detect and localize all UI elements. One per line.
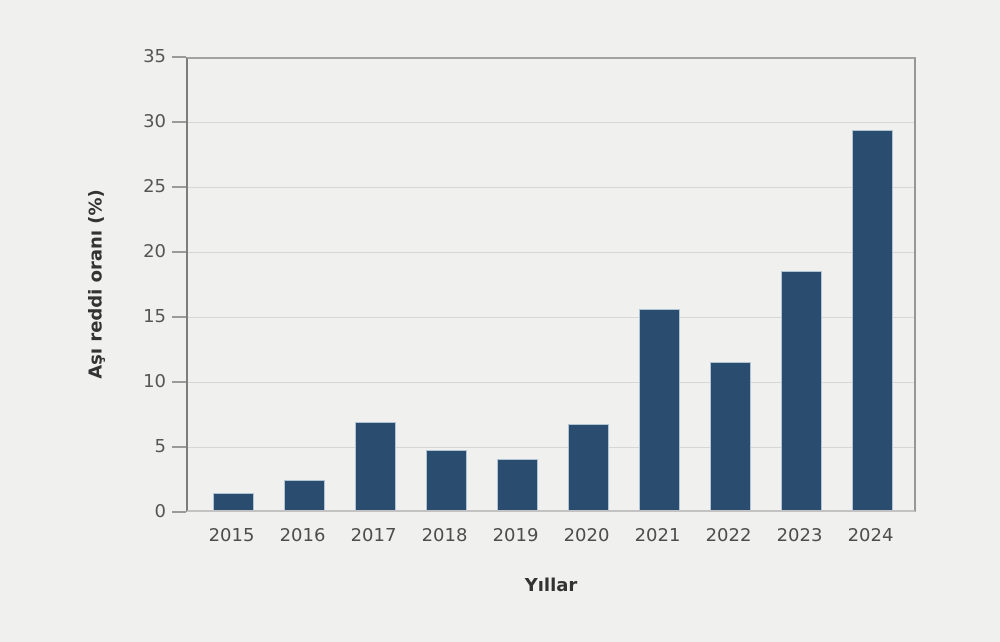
gridline-y-20 — [188, 252, 914, 253]
gridline-y-15 — [188, 317, 914, 318]
y-tick-label-15: 15 — [143, 306, 166, 327]
y-tick-mark-5 — [172, 446, 186, 448]
bar-2023 — [780, 270, 823, 510]
bar-2020 — [567, 424, 610, 510]
y-tick-mark-30 — [172, 121, 186, 123]
x-tick-label-2022: 2022 — [705, 525, 752, 546]
x-tick-label-2021: 2021 — [634, 525, 681, 546]
gridline-y-5 — [188, 447, 914, 448]
gridline-y-30 — [188, 122, 914, 123]
x-tick-label-2015: 2015 — [208, 525, 255, 546]
bar-2015 — [212, 493, 255, 510]
bar-2017 — [354, 421, 397, 510]
y-tick-mark-0 — [172, 511, 186, 513]
gridline-y-25 — [188, 187, 914, 188]
bar-2016 — [283, 480, 326, 510]
y-axis-title: Aşı reddi oranı (%) — [85, 189, 107, 379]
x-tick-label-2016: 2016 — [279, 525, 326, 546]
x-tick-label-2020: 2020 — [563, 525, 610, 546]
plot-area — [186, 57, 916, 512]
x-tick-label-2023: 2023 — [776, 525, 823, 546]
x-tick-label-2017: 2017 — [350, 525, 397, 546]
y-tick-mark-15 — [172, 316, 186, 318]
bar-2022 — [709, 361, 752, 510]
y-tick-mark-25 — [172, 186, 186, 188]
gridline-y-10 — [188, 382, 914, 383]
bar-2024 — [851, 130, 894, 510]
x-tick-label-2018: 2018 — [421, 525, 468, 546]
y-tick-label-35: 35 — [143, 46, 166, 67]
y-tick-label-0: 0 — [154, 501, 166, 522]
bar-2019 — [496, 459, 539, 510]
bar-2021 — [638, 308, 681, 510]
y-tick-label-25: 25 — [143, 176, 166, 197]
x-axis-title: Yıllar — [524, 575, 578, 596]
y-tick-label-10: 10 — [143, 371, 166, 392]
x-tick-label-2024: 2024 — [847, 525, 894, 546]
y-tick-mark-10 — [172, 381, 186, 383]
x-tick-label-2019: 2019 — [492, 525, 539, 546]
y-tick-label-30: 30 — [143, 111, 166, 132]
y-tick-label-20: 20 — [143, 241, 166, 262]
y-tick-mark-35 — [172, 56, 186, 58]
y-tick-mark-20 — [172, 251, 186, 253]
y-tick-label-5: 5 — [154, 436, 166, 457]
bar-2018 — [425, 450, 468, 510]
